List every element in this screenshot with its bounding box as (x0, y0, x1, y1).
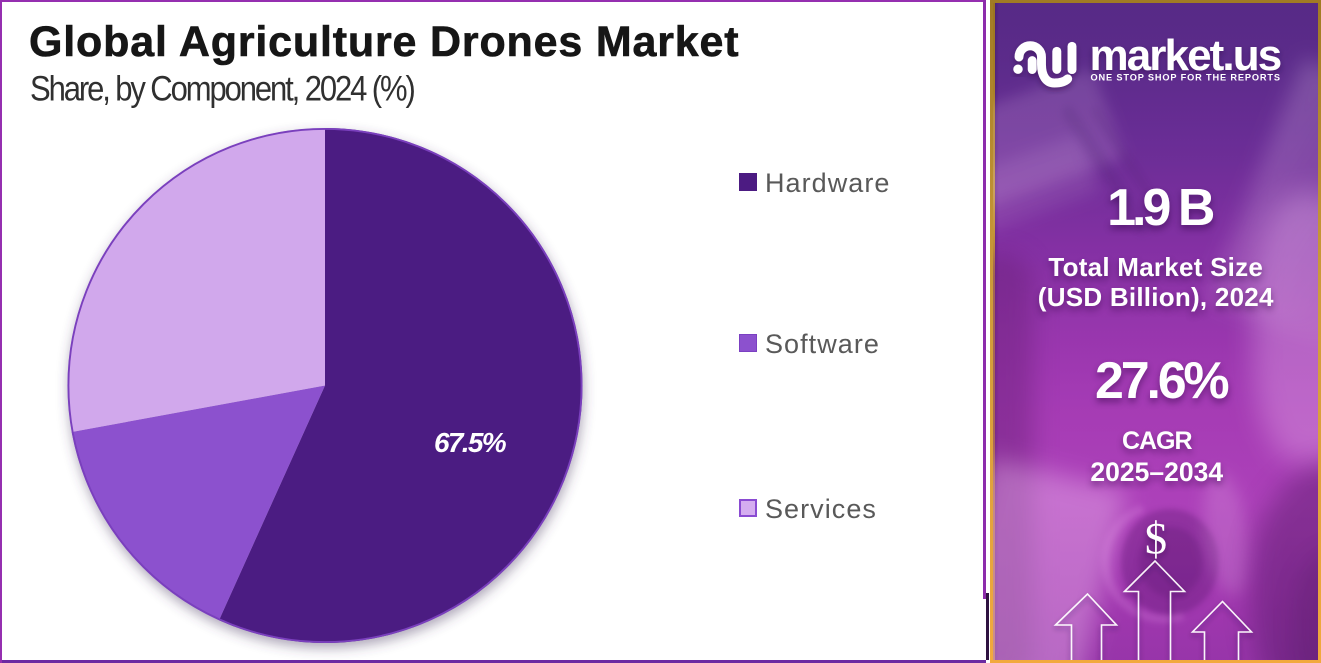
svg-text:market.us: market.us (1089, 31, 1280, 80)
svg-text:ONE STOP SHOP FOR THE REPORTS: ONE STOP SHOP FOR THE REPORTS (1090, 73, 1280, 83)
